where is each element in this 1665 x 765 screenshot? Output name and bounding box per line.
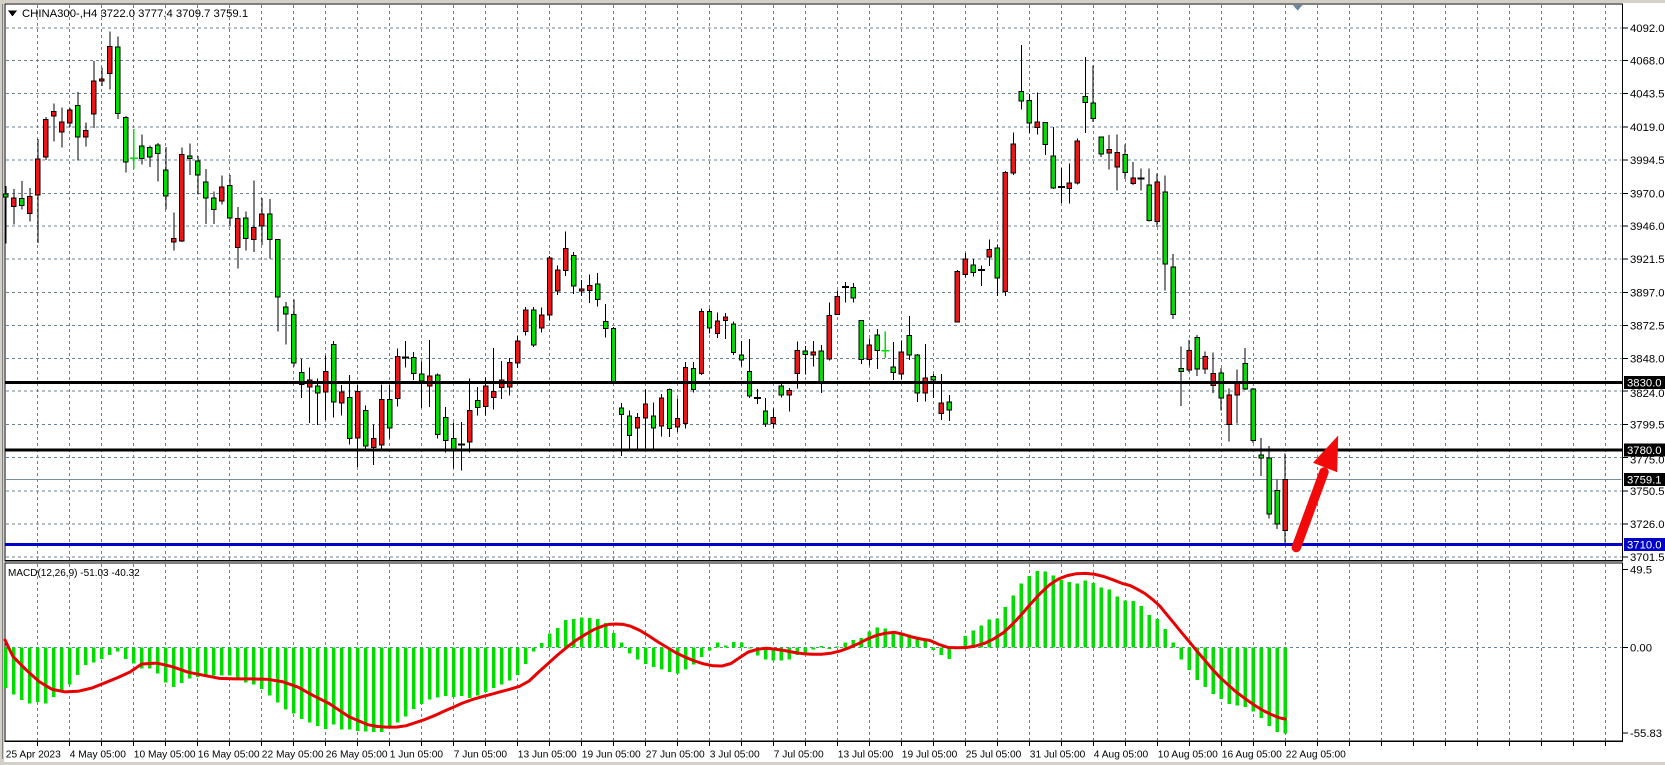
svg-text:16 Aug 05:00: 16 Aug 05:00: [1222, 750, 1282, 761]
svg-text:3830.0: 3830.0: [1627, 377, 1662, 389]
svg-text:25 Apr 2023: 25 Apr 2023: [6, 750, 61, 761]
svg-text:25 Jul 05:00: 25 Jul 05:00: [966, 750, 1022, 761]
svg-text:3 Jul 05:00: 3 Jul 05:00: [710, 750, 760, 761]
svg-text:3897.0: 3897.0: [1630, 287, 1665, 299]
svg-text:3970.0: 3970.0: [1630, 188, 1665, 200]
svg-text:3799.5: 3799.5: [1630, 419, 1665, 431]
svg-text:31 Jul 05:00: 31 Jul 05:00: [1030, 750, 1086, 761]
svg-text:16 May 05:00: 16 May 05:00: [198, 750, 260, 761]
svg-text:13 Jun 05:00: 13 Jun 05:00: [518, 750, 577, 761]
svg-text:3750.5: 3750.5: [1630, 486, 1665, 498]
svg-text:7 Jul 05:00: 7 Jul 05:00: [774, 750, 824, 761]
svg-text:4019.0: 4019.0: [1630, 122, 1665, 134]
svg-text:27 Jun 05:00: 27 Jun 05:00: [646, 750, 705, 761]
svg-text:3921.5: 3921.5: [1630, 254, 1665, 266]
svg-text:26 May 05:00: 26 May 05:00: [326, 750, 388, 761]
svg-text:49.5: 49.5: [1630, 565, 1652, 577]
svg-text:3726.0: 3726.0: [1630, 519, 1665, 531]
svg-text:4068.0: 4068.0: [1630, 56, 1665, 68]
svg-text:7 Jun 05:00: 7 Jun 05:00: [454, 750, 508, 761]
svg-text:3780.0: 3780.0: [1627, 445, 1662, 457]
svg-text:0.00: 0.00: [1630, 642, 1652, 654]
svg-text:4043.5: 4043.5: [1630, 89, 1665, 101]
svg-text:1 Jun 05:00: 1 Jun 05:00: [390, 750, 444, 761]
svg-text:4 May 05:00: 4 May 05:00: [70, 750, 126, 761]
svg-text:3994.5: 3994.5: [1630, 155, 1665, 167]
svg-text:MACD(12,26,9) -51.03 -40.32: MACD(12,26,9) -51.03 -40.32: [8, 568, 140, 579]
svg-text:CHINA300-,H4 3722.0 3777.4 37: CHINA300-,H4 3722.0 3777.4 3709.7 3759.1: [22, 8, 248, 20]
svg-text:3848.0: 3848.0: [1630, 354, 1665, 366]
svg-text:3824.0: 3824.0: [1630, 388, 1665, 400]
svg-text:19 Jul 05:00: 19 Jul 05:00: [902, 750, 958, 761]
svg-text:22 Aug 05:00: 22 Aug 05:00: [1286, 750, 1346, 761]
svg-text:-55.83: -55.83: [1630, 728, 1662, 740]
svg-text:10 Aug 05:00: 10 Aug 05:00: [1158, 750, 1218, 761]
svg-text:22 May 05:00: 22 May 05:00: [262, 750, 324, 761]
svg-text:3946.0: 3946.0: [1630, 221, 1665, 233]
svg-text:13 Jul 05:00: 13 Jul 05:00: [838, 750, 894, 761]
svg-text:3759.1: 3759.1: [1627, 475, 1662, 487]
svg-text:3775.0: 3775.0: [1630, 455, 1665, 467]
svg-text:3710.0: 3710.0: [1627, 540, 1662, 552]
svg-text:4 Aug 05:00: 4 Aug 05:00: [1094, 750, 1149, 761]
svg-text:10 May 05:00: 10 May 05:00: [134, 750, 196, 761]
svg-text:4092.0: 4092.0: [1630, 23, 1665, 35]
svg-text:19 Jun 05:00: 19 Jun 05:00: [582, 750, 641, 761]
svg-text:3701.5: 3701.5: [1630, 552, 1665, 564]
svg-text:3872.5: 3872.5: [1630, 321, 1665, 333]
